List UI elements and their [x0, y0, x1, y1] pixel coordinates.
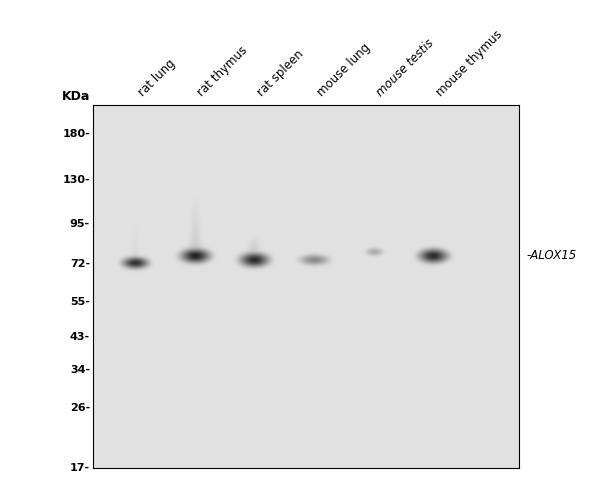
Text: rat spleen: rat spleen: [255, 48, 307, 99]
Text: 17-: 17-: [70, 463, 90, 473]
Text: 34-: 34-: [70, 365, 90, 375]
Text: 180-: 180-: [62, 129, 90, 139]
Text: 26-: 26-: [70, 403, 90, 413]
Text: 43-: 43-: [70, 332, 90, 342]
Text: 95-: 95-: [70, 219, 90, 229]
Text: rat thymus: rat thymus: [195, 44, 250, 99]
Text: rat lung: rat lung: [136, 57, 178, 99]
Text: KDa: KDa: [62, 90, 90, 103]
Text: -ALOX15: -ALOX15: [526, 249, 577, 262]
Text: mouse testis: mouse testis: [374, 37, 437, 99]
Text: 55-: 55-: [70, 296, 90, 307]
Text: 72-: 72-: [70, 259, 90, 269]
Text: mouse thymus: mouse thymus: [434, 28, 505, 99]
Text: mouse lung: mouse lung: [314, 41, 373, 99]
Text: 130-: 130-: [62, 175, 90, 185]
